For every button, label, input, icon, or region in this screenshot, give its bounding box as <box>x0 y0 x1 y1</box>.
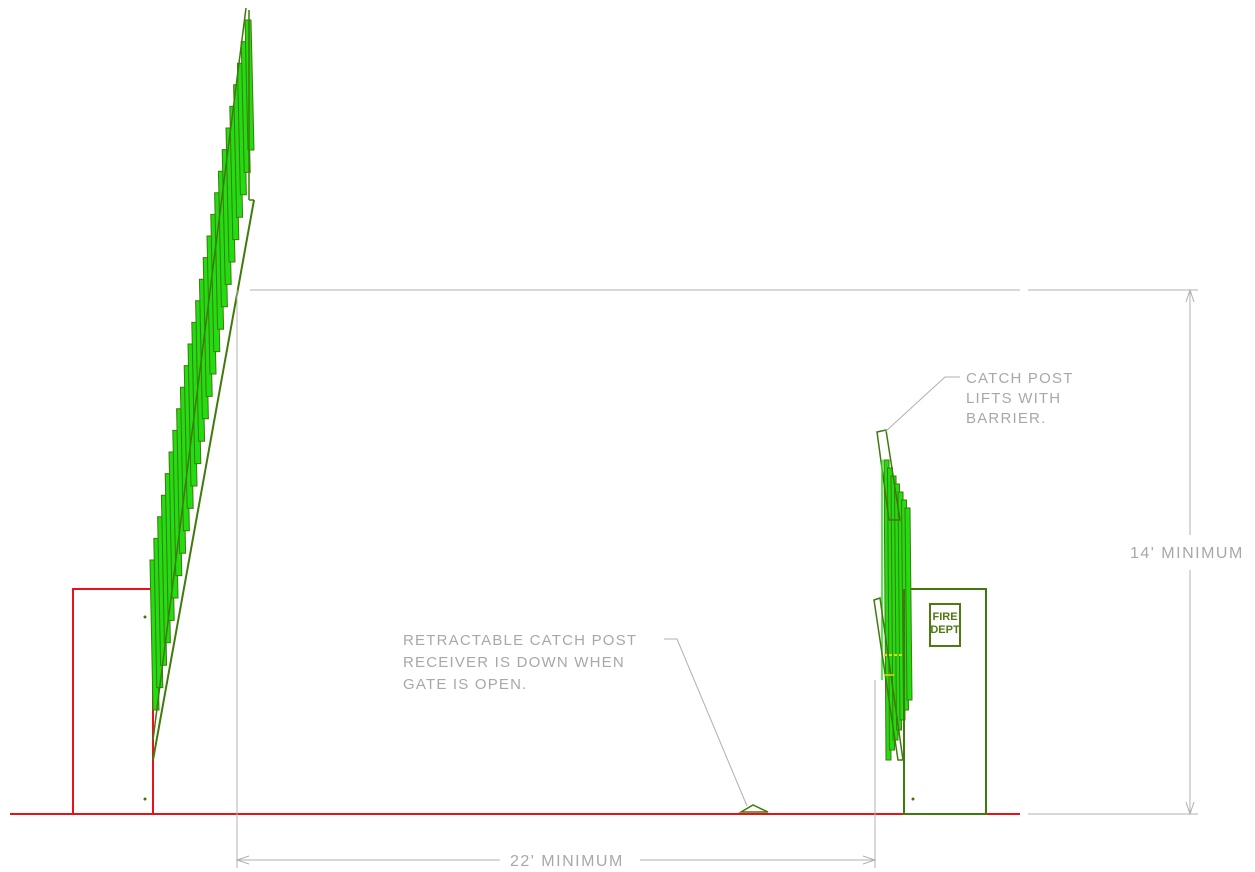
barrier-fin <box>904 507 913 701</box>
sign-line-fire: FIRE <box>932 611 957 623</box>
barrier-arm-fins <box>149 19 255 711</box>
sign-line-dept: DEPT <box>930 624 960 636</box>
catch-post-note-line-2: LIFTS WITH <box>966 390 1061 407</box>
receiver-note-line-3: GATE IS OPEN. <box>403 676 528 693</box>
height-dimension-label: 14' MINIMUM <box>1130 545 1244 562</box>
receiver-note: RETRACTABLE CATCH POST RECEIVER IS DOWN … <box>403 632 637 693</box>
catch-post-receiver <box>738 804 769 813</box>
width-dimension-label: 22' MINIMUM <box>510 853 624 870</box>
receiver-note-line-1: RETRACTABLE CATCH POST <box>403 632 637 649</box>
dimension-lines <box>235 288 1198 868</box>
left-operator-housing <box>72 588 154 814</box>
receiver-note-line-2: RECEIVER IS DOWN WHEN <box>403 654 625 671</box>
catch-post-assembly <box>873 429 913 814</box>
raised-barrier-arm <box>149 7 255 761</box>
right-fire-dept-cabinet: FIRE DEPT <box>903 588 987 815</box>
catch-post-note-line-3: BARRIER. <box>966 410 1046 427</box>
catch-post-note: CATCH POST LIFTS WITH BARRIER. <box>966 370 1074 427</box>
catch-post-note-line-1: CATCH POST <box>966 370 1074 387</box>
